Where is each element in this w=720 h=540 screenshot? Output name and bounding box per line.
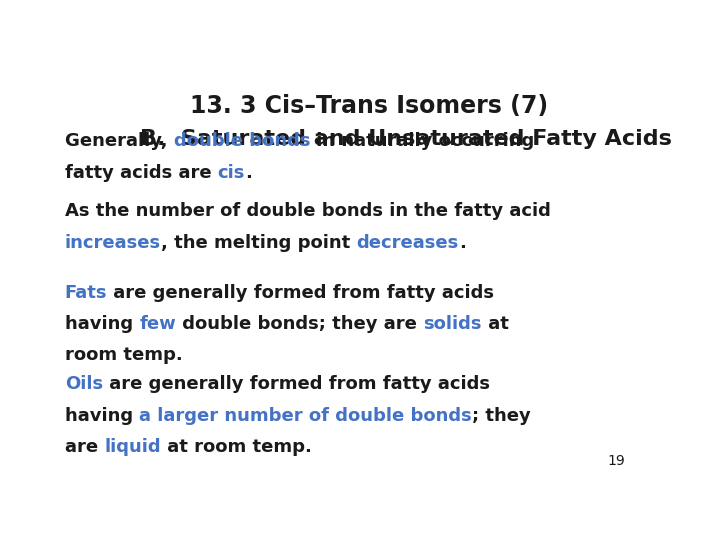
- Text: Generally,: Generally,: [65, 132, 174, 150]
- Text: in naturally occurring: in naturally occurring: [310, 132, 534, 150]
- Text: solids: solids: [423, 315, 482, 333]
- Text: are generally formed from fatty acids: are generally formed from fatty acids: [103, 375, 490, 393]
- Text: double bonds; they are: double bonds; they are: [176, 315, 423, 333]
- Text: .: .: [459, 234, 466, 252]
- Text: fatty acids are: fatty acids are: [65, 164, 217, 181]
- Text: having: having: [65, 407, 139, 424]
- Text: liquid: liquid: [104, 438, 161, 456]
- Text: are: are: [65, 438, 104, 456]
- Text: double bonds: double bonds: [174, 132, 310, 150]
- Text: As the number of double bonds in the fatty acid: As the number of double bonds in the fat…: [65, 202, 551, 220]
- Text: ; they: ; they: [472, 407, 531, 424]
- Text: having: having: [65, 315, 139, 333]
- Text: room temp.: room temp.: [65, 346, 183, 364]
- Text: .: .: [245, 164, 252, 181]
- Text: few: few: [139, 315, 176, 333]
- Text: decreases: decreases: [356, 234, 459, 252]
- Text: at: at: [482, 315, 508, 333]
- Text: a larger number of double bonds: a larger number of double bonds: [139, 407, 472, 424]
- Text: 19: 19: [608, 454, 626, 468]
- Text: at room temp.: at room temp.: [161, 438, 312, 456]
- Text: cis: cis: [217, 164, 245, 181]
- Text: are generally formed from fatty acids: are generally formed from fatty acids: [107, 284, 495, 301]
- Text: B.  Saturated and Unsaturated Fatty Acids: B. Saturated and Unsaturated Fatty Acids: [140, 129, 672, 149]
- Text: , the melting point: , the melting point: [161, 234, 356, 252]
- Text: Fats: Fats: [65, 284, 107, 301]
- Text: 13. 3 Cis–Trans Isomers (7): 13. 3 Cis–Trans Isomers (7): [190, 94, 548, 118]
- Text: Oils: Oils: [65, 375, 103, 393]
- Text: increases: increases: [65, 234, 161, 252]
